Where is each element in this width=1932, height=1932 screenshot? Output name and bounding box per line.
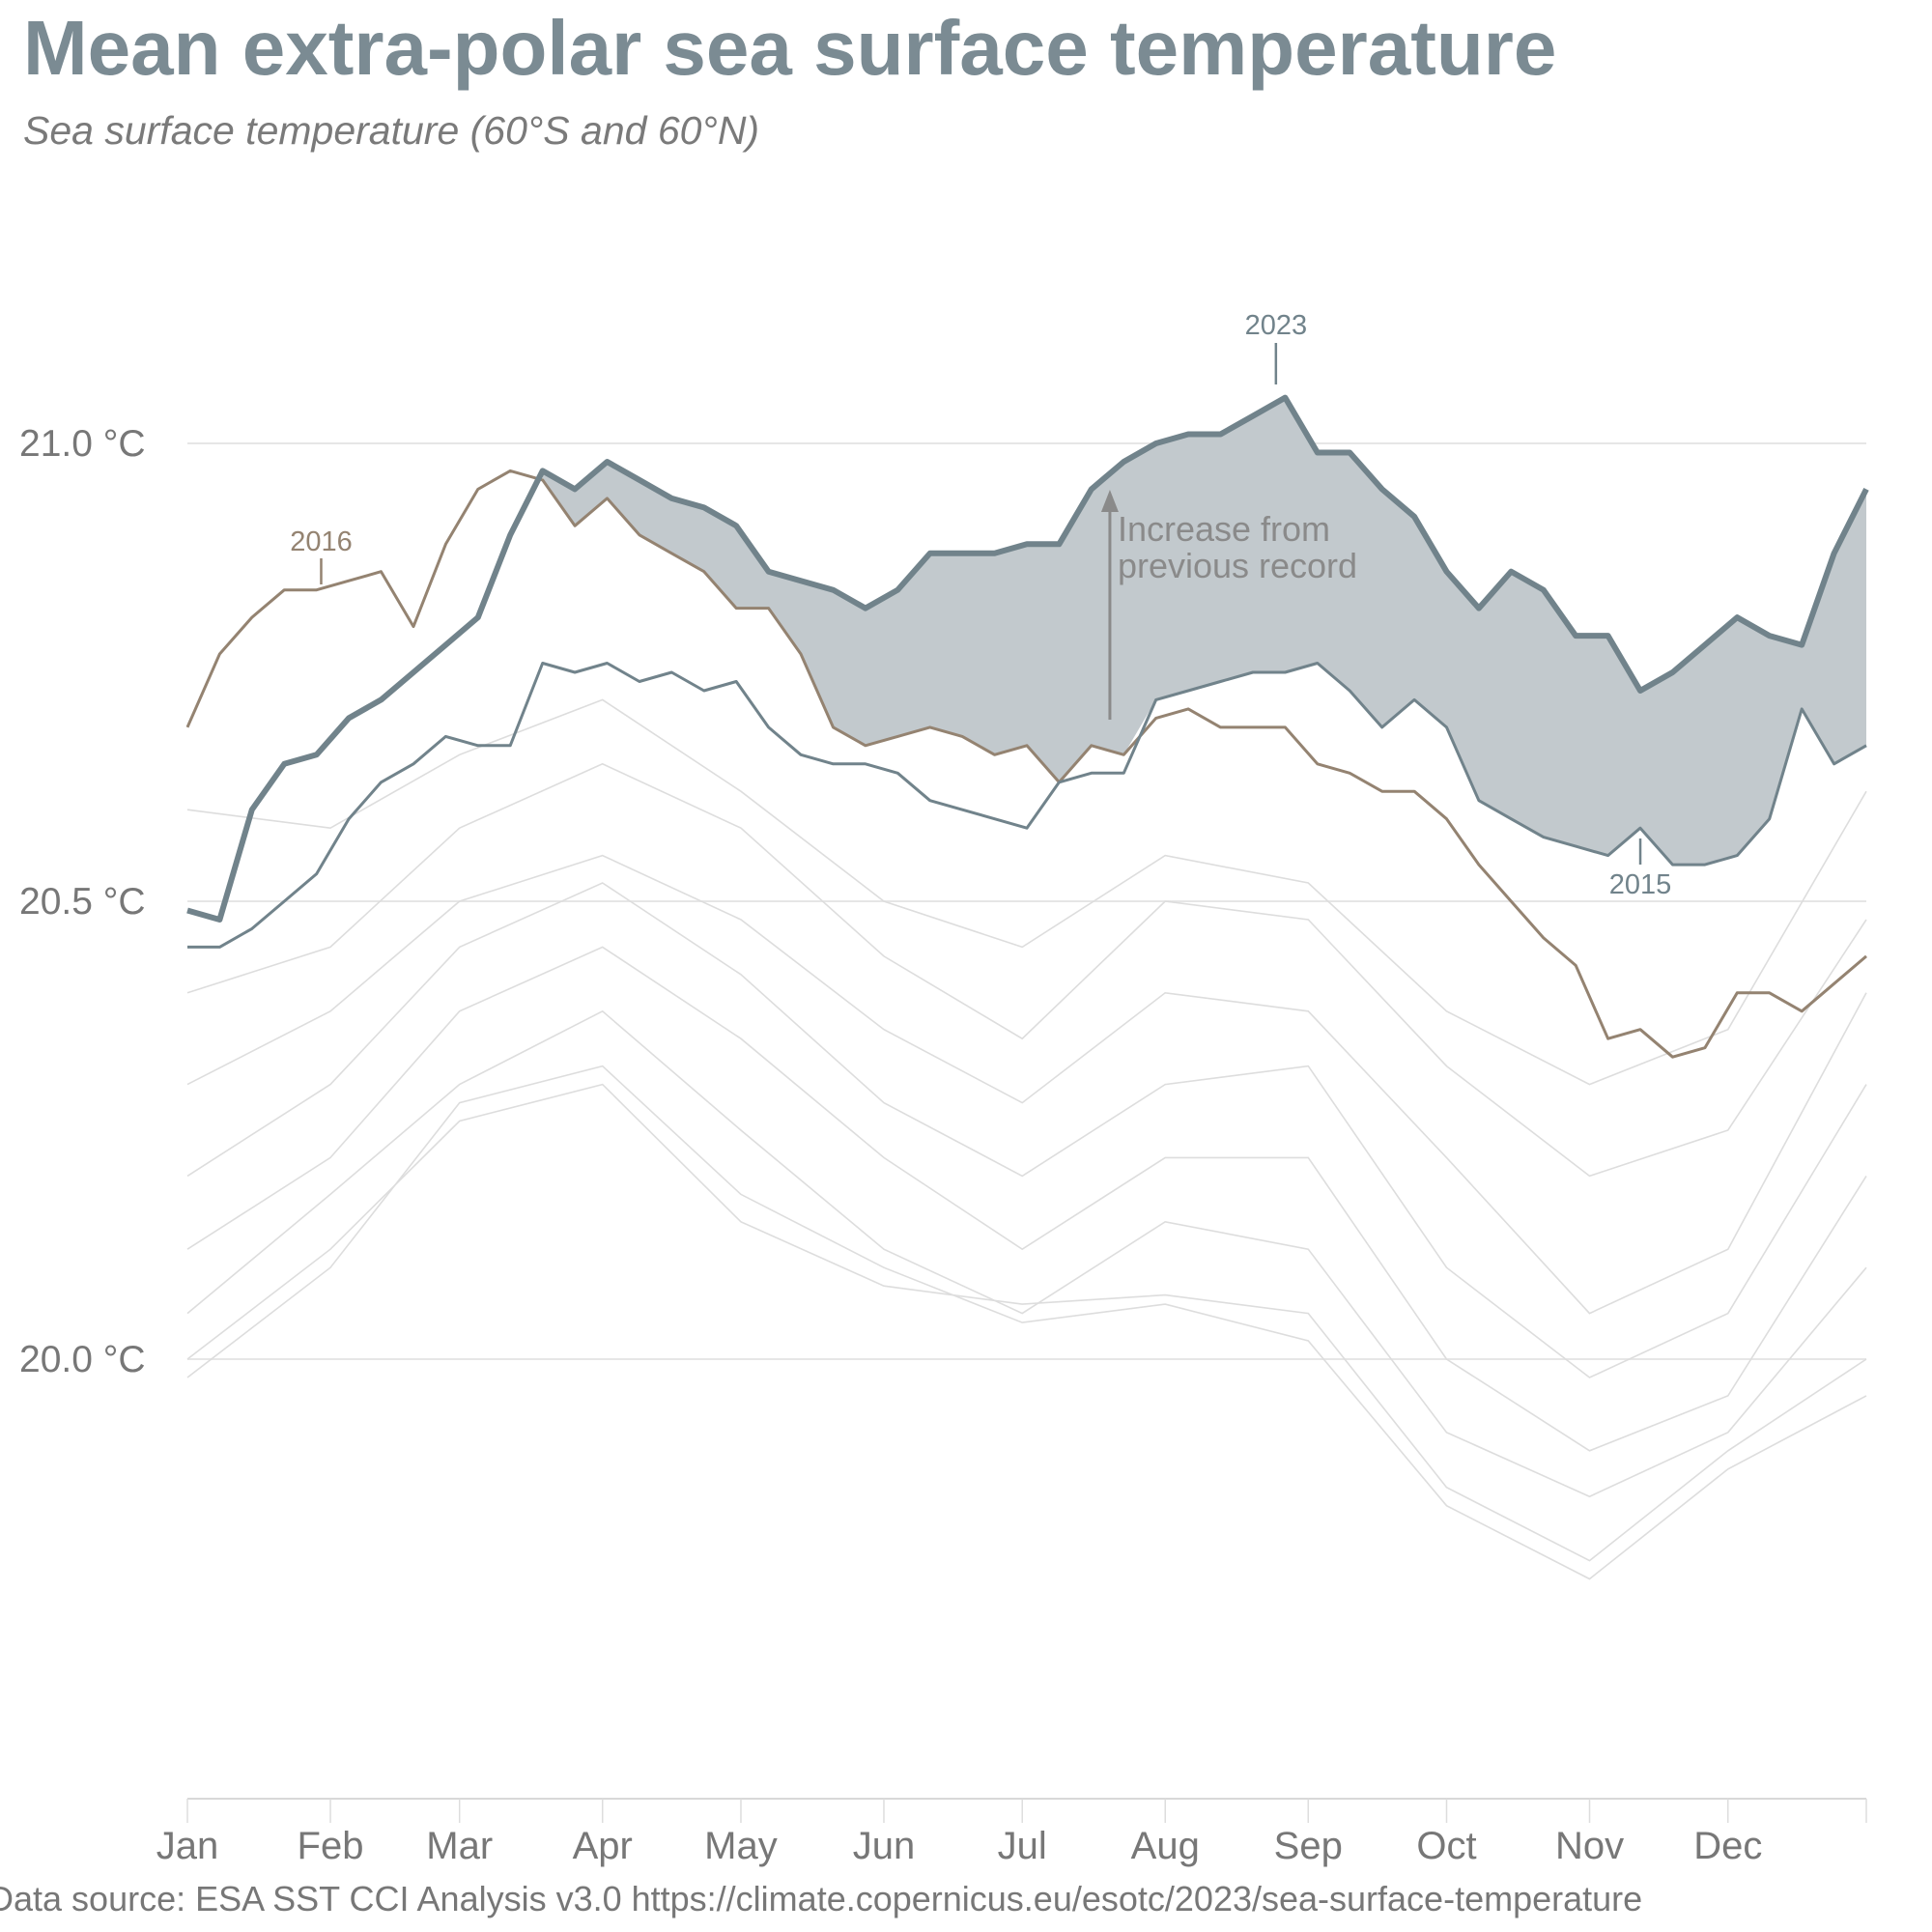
increase-shaded-area <box>542 397 1867 866</box>
y-tick-label: 21.0 °C <box>19 423 146 465</box>
chart-title: Mean extra-polar sea surface temperature <box>23 5 1557 91</box>
series-line-2015 <box>187 662 1867 949</box>
y-tick-label: 20.0 °C <box>19 1339 146 1380</box>
x-tick-label: Jun <box>853 1825 916 1867</box>
x-tick-label: Jul <box>998 1825 1047 1867</box>
series-line-2016 <box>185 469 1867 1059</box>
other-year-line <box>186 1065 1867 1580</box>
other-year-line <box>186 946 1867 1452</box>
x-tick-label: Aug <box>1131 1825 1200 1867</box>
other-year-line <box>186 1009 1867 1498</box>
annotation-label: 2023 <box>1245 310 1308 341</box>
other-year-line <box>186 1083 1867 1562</box>
other-year-line <box>186 698 1867 1086</box>
x-tick-label: Dec <box>1693 1825 1762 1867</box>
other-year-line <box>186 882 1867 1378</box>
x-tick-label: Sep <box>1274 1825 1343 1867</box>
increase-annotation-text: Increase from <box>1118 509 1330 549</box>
chart-subtitle: Sea surface temperature (60°S and 60°N) <box>23 108 760 153</box>
other-year-line <box>186 854 1867 1315</box>
series-line-2023 <box>186 394 1869 923</box>
annotation-label: 2015 <box>1609 869 1672 900</box>
x-tick-label: Feb <box>298 1825 364 1867</box>
increase-annotation-text: previous record <box>1118 546 1357 585</box>
x-tick-label: Jan <box>156 1825 219 1867</box>
x-tick-label: Oct <box>1416 1825 1476 1867</box>
data-source-footer: Data source: ESA SST CCI Analysis v3.0 h… <box>0 1879 1643 1918</box>
annotation-label: 2016 <box>290 526 353 557</box>
y-tick-label: 20.5 °C <box>19 881 146 923</box>
other-year-line <box>186 762 1867 1178</box>
x-tick-label: Nov <box>1555 1825 1624 1867</box>
x-tick-label: Mar <box>426 1825 493 1867</box>
arrow-head-icon <box>1100 490 1119 512</box>
x-tick-label: May <box>704 1825 778 1867</box>
x-tick-label: Apr <box>573 1825 633 1867</box>
